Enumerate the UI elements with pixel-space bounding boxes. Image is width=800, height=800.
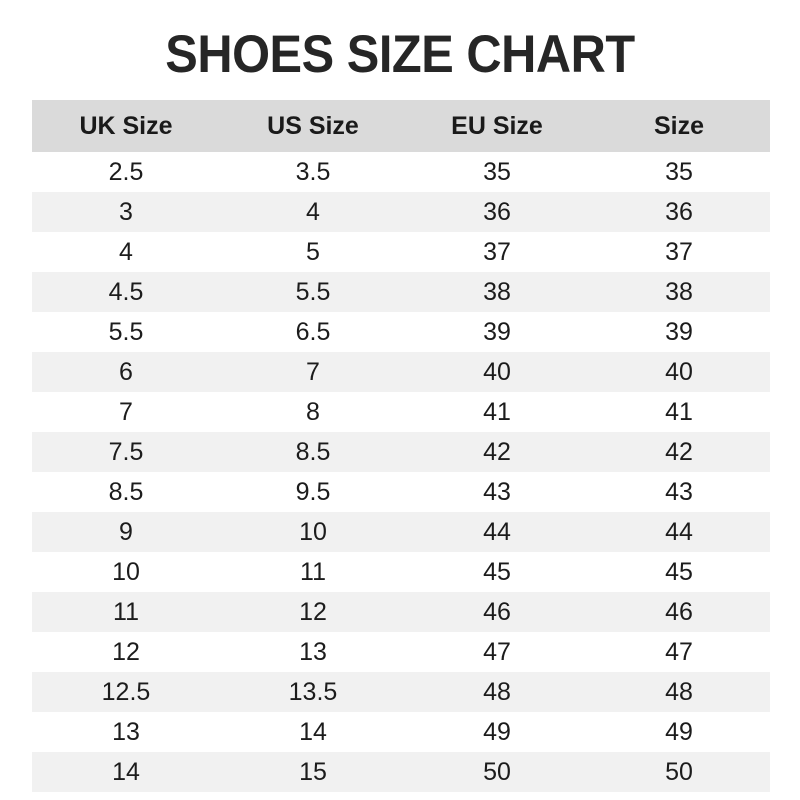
- table-cell-us: 11: [220, 552, 406, 592]
- table-row: 2.5 3.5 35 35: [32, 152, 770, 192]
- table-cell-us: 12: [220, 592, 406, 632]
- table-row: 8.5 9.5 43 43: [32, 472, 770, 512]
- table-cell-us: 14: [220, 712, 406, 752]
- table-cell-eu: 50: [406, 752, 588, 792]
- table-cell-uk: 9: [32, 512, 220, 552]
- table-header: UK Size US Size EU Size Size: [32, 100, 770, 152]
- table-cell-size: 35: [588, 152, 770, 192]
- table-cell-size: 45: [588, 552, 770, 592]
- table-cell-uk: 4: [32, 232, 220, 272]
- table-cell-eu: 38: [406, 272, 588, 312]
- table-row: 13 14 49 49: [32, 712, 770, 752]
- table-cell-eu: 41: [406, 392, 588, 432]
- table-row: 9 10 44 44: [32, 512, 770, 552]
- table-cell-us: 5: [220, 232, 406, 272]
- table-cell-size: 47: [588, 632, 770, 672]
- table-cell-size: 46: [588, 592, 770, 632]
- table-cell-uk: 6: [32, 352, 220, 392]
- table-cell-uk: 7: [32, 392, 220, 432]
- table-row: 10 11 45 45: [32, 552, 770, 592]
- table-cell-us: 8: [220, 392, 406, 432]
- table-cell-us: 7: [220, 352, 406, 392]
- table-cell-size: 41: [588, 392, 770, 432]
- table-cell-us: 9.5: [220, 472, 406, 512]
- table-row: 14 15 50 50: [32, 752, 770, 792]
- column-header-size: Size: [588, 100, 770, 152]
- table-cell-us: 4: [220, 192, 406, 232]
- table-cell-eu: 39: [406, 312, 588, 352]
- table-cell-eu: 48: [406, 672, 588, 712]
- table-cell-size: 39: [588, 312, 770, 352]
- table-row: 12 13 47 47: [32, 632, 770, 672]
- table-cell-us: 10: [220, 512, 406, 552]
- table-cell-eu: 49: [406, 712, 588, 752]
- table-cell-eu: 44: [406, 512, 588, 552]
- table-cell-eu: 35: [406, 152, 588, 192]
- table-row: 4 5 37 37: [32, 232, 770, 272]
- table-cell-eu: 43: [406, 472, 588, 512]
- table-header-row: UK Size US Size EU Size Size: [32, 100, 770, 152]
- table-row: 7 8 41 41: [32, 392, 770, 432]
- table-cell-uk: 14: [32, 752, 220, 792]
- table-cell-eu: 42: [406, 432, 588, 472]
- table-cell-us: 13: [220, 632, 406, 672]
- table-cell-eu: 37: [406, 232, 588, 272]
- table-cell-us: 15: [220, 752, 406, 792]
- table-cell-size: 49: [588, 712, 770, 752]
- table-cell-uk: 5.5: [32, 312, 220, 352]
- table-cell-eu: 47: [406, 632, 588, 672]
- table-cell-us: 3.5: [220, 152, 406, 192]
- table-body: 2.5 3.5 35 35 3 4 36 36 4 5 37 37 4.5 5.5 38 38 5.5 6.5 39…: [32, 152, 770, 792]
- table-cell-size: 36: [588, 192, 770, 232]
- table-cell-size: 42: [588, 432, 770, 472]
- column-header-us-size: US Size: [220, 100, 406, 152]
- table-cell-uk: 8.5: [32, 472, 220, 512]
- table-cell-eu: 45: [406, 552, 588, 592]
- page-title: SHOES SIZE CHART: [165, 25, 635, 84]
- table-cell-uk: 3: [32, 192, 220, 232]
- table-cell-us: 5.5: [220, 272, 406, 312]
- table-cell-us: 13.5: [220, 672, 406, 712]
- table-cell-us: 8.5: [220, 432, 406, 472]
- table-cell-size: 40: [588, 352, 770, 392]
- table-cell-uk: 2.5: [32, 152, 220, 192]
- table-row: 6 7 40 40: [32, 352, 770, 392]
- table-row: 5.5 6.5 39 39: [32, 312, 770, 352]
- table-cell-uk: 7.5: [32, 432, 220, 472]
- table-cell-uk: 12: [32, 632, 220, 672]
- column-header-uk-size: UK Size: [32, 100, 220, 152]
- table-cell-uk: 4.5: [32, 272, 220, 312]
- table-row: 7.5 8.5 42 42: [32, 432, 770, 472]
- table-cell-size: 50: [588, 752, 770, 792]
- table-cell-size: 48: [588, 672, 770, 712]
- table-cell-us: 6.5: [220, 312, 406, 352]
- table-row: 12.5 13.5 48 48: [32, 672, 770, 712]
- table-cell-size: 43: [588, 472, 770, 512]
- table-row: 11 12 46 46: [32, 592, 770, 632]
- table-cell-eu: 40: [406, 352, 588, 392]
- table-cell-uk: 11: [32, 592, 220, 632]
- shoes-size-table: UK Size US Size EU Size Size 2.5 3.5 35 35 3…: [32, 100, 770, 792]
- column-header-eu-size: EU Size: [406, 100, 588, 152]
- table-cell-size: 38: [588, 272, 770, 312]
- table-row: 3 4 36 36: [32, 192, 770, 232]
- table-cell-eu: 36: [406, 192, 588, 232]
- table-cell-size: 37: [588, 232, 770, 272]
- table-cell-eu: 46: [406, 592, 588, 632]
- table-cell-uk: 12.5: [32, 672, 220, 712]
- table-cell-uk: 10: [32, 552, 220, 592]
- table-cell-size: 44: [588, 512, 770, 552]
- table-cell-uk: 13: [32, 712, 220, 752]
- table-row: 4.5 5.5 38 38: [32, 272, 770, 312]
